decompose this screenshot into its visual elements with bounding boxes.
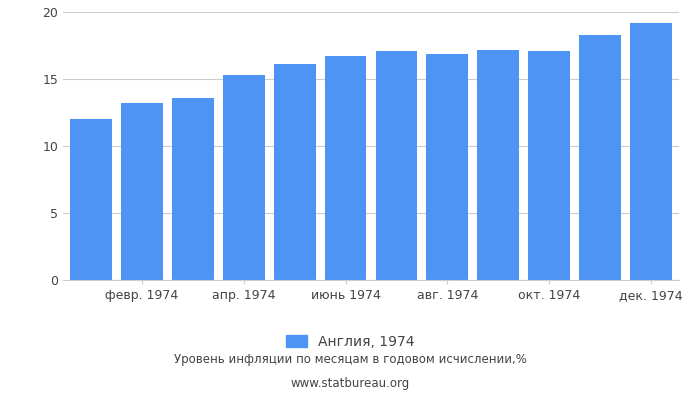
Bar: [70, 119, 112, 280]
Bar: [528, 51, 570, 280]
Bar: [121, 103, 163, 280]
Bar: [223, 75, 265, 280]
Text: www.statbureau.org: www.statbureau.org: [290, 378, 410, 390]
Bar: [376, 51, 417, 280]
Text: Уровень инфляции по месяцам в годовом исчислении,%: Уровень инфляции по месяцам в годовом ис…: [174, 354, 526, 366]
Bar: [274, 64, 316, 280]
Bar: [426, 54, 468, 280]
Bar: [630, 23, 672, 280]
Bar: [477, 50, 519, 280]
Bar: [325, 56, 366, 280]
Bar: [172, 98, 214, 280]
Bar: [579, 35, 621, 280]
Legend: Англия, 1974: Англия, 1974: [280, 329, 420, 354]
